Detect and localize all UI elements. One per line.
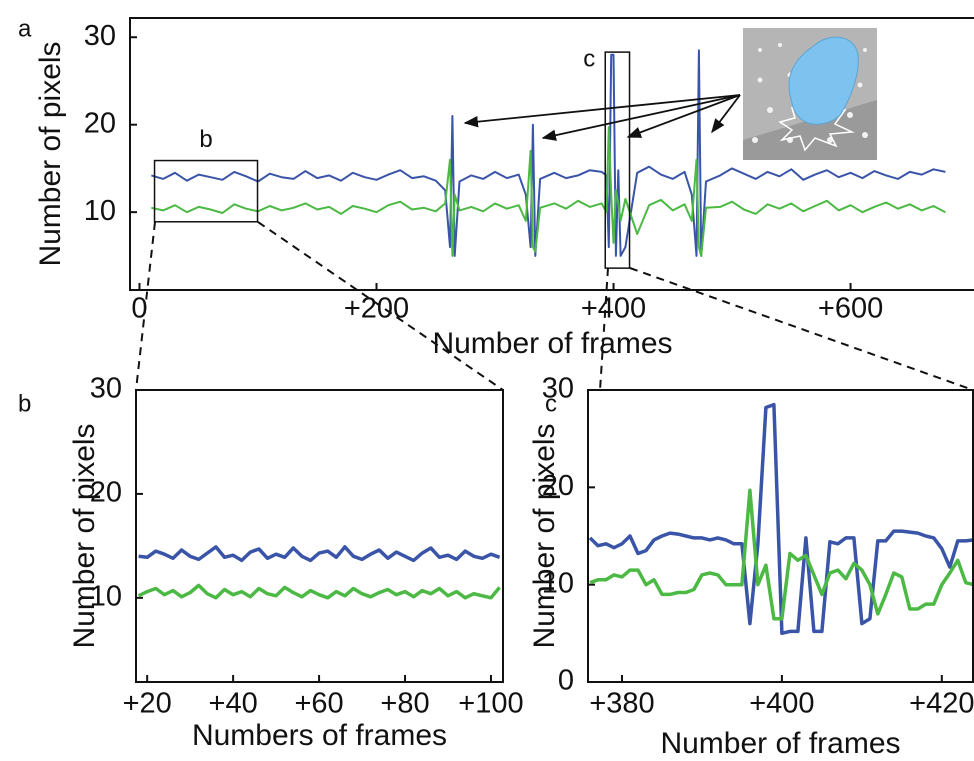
x-axis-title: Number of frames (660, 727, 900, 760)
y-tick-label: 10 (84, 195, 116, 227)
arrow (463, 94, 741, 128)
y-axis-title: Number of pixels (68, 423, 101, 648)
y-tick-label: 20 (542, 470, 574, 502)
y-tick-label: 0 (558, 665, 574, 697)
x-tick-label: +60 (294, 688, 343, 720)
x-tick-label: +380 (589, 688, 654, 720)
zoom-box-label: c (583, 45, 595, 72)
y-tick-label: 20 (90, 477, 122, 509)
arrow (541, 94, 741, 141)
x-tick-label: +40 (209, 688, 258, 720)
panel-label: b (18, 390, 31, 417)
data-line (151, 126, 946, 257)
plot-frame (129, 17, 974, 291)
connector (599, 267, 609, 391)
plot-frame (587, 389, 974, 683)
zoom-box (604, 51, 631, 269)
y-tick-label: 30 (542, 373, 574, 405)
connector (135, 221, 156, 391)
y-tick-label: 30 (84, 20, 116, 52)
inset-illustration (743, 28, 877, 160)
x-tick-label: +600 (818, 293, 883, 325)
y-axis-title: Number of pixels (528, 423, 561, 648)
x-tick-label: +420 (909, 688, 974, 720)
data-line (137, 583, 501, 600)
y-tick-label: 30 (90, 373, 122, 405)
zoom-box-label: b (199, 126, 212, 153)
zoom-box (153, 159, 259, 223)
x-tick-label: +400 (749, 688, 814, 720)
data-line (588, 402, 974, 636)
x-tick-label: +20 (123, 688, 172, 720)
data-line (138, 545, 501, 563)
x-tick-label: +80 (380, 688, 429, 720)
data-line (151, 49, 946, 257)
arrows (463, 94, 741, 141)
connector (257, 221, 504, 391)
y-tick-label: 20 (84, 107, 116, 139)
x-tick-label: +100 (458, 688, 523, 720)
connector (629, 267, 974, 391)
arrow (711, 94, 741, 134)
inset-hand (788, 36, 859, 125)
y-axis-title: Number of pixels (34, 41, 67, 266)
x-axis-title: Number of frames (432, 327, 672, 360)
chart-panel: +380 +400 +420 0 10 20 30 Number of frames Numbe… (528, 373, 974, 760)
zoom-connectors (135, 221, 974, 391)
arrow (626, 94, 741, 138)
plot-frame (135, 389, 504, 683)
x-tick-label: 0 (131, 293, 147, 325)
chart-panel: +20 +40 +60 +80 +100 10 20 30 Numbers of frames N… (18, 373, 524, 752)
panel-label: a (18, 15, 32, 42)
data-line (589, 488, 974, 621)
y-tick-label: 10 (90, 580, 122, 612)
y-tick-label: 10 (542, 567, 574, 599)
x-tick-label: +400 (581, 293, 646, 325)
panel-label: c (545, 390, 557, 417)
x-axis-title: Numbers of frames (192, 719, 447, 752)
